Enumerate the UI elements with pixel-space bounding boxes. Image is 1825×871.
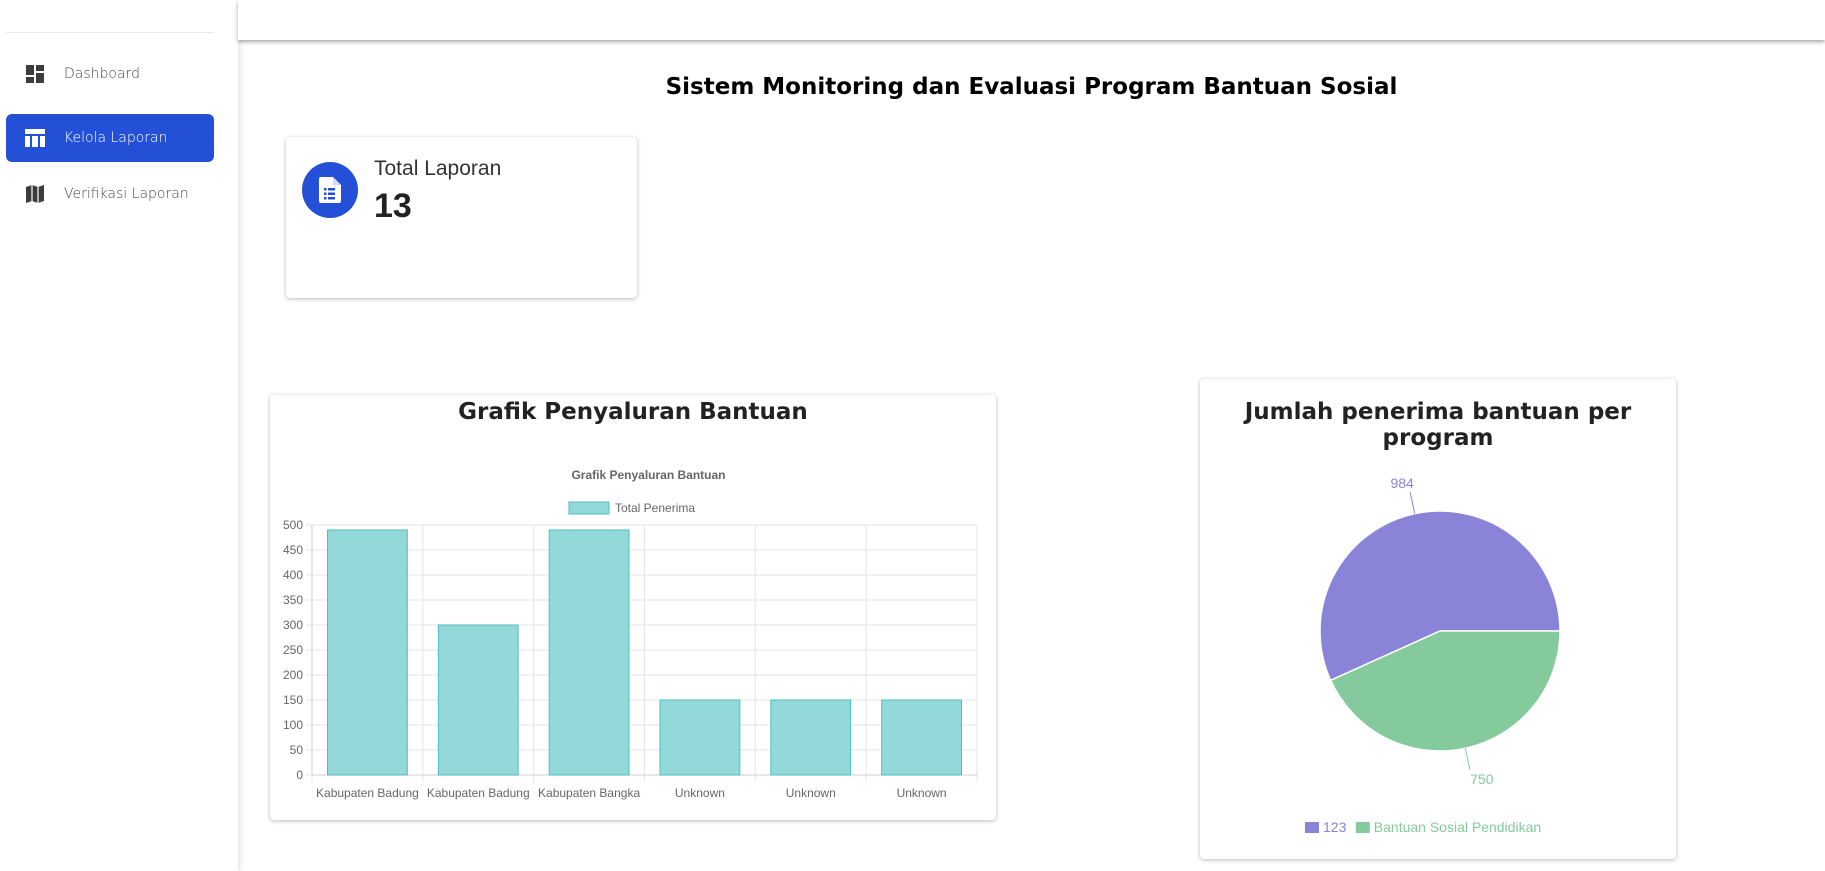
document-icon (302, 162, 358, 218)
y-tick-label: 0 (296, 768, 303, 782)
stat-label: Total Laporan (374, 157, 502, 180)
legend-label: Total Penerima (615, 501, 695, 515)
y-tick-label: 100 (283, 718, 303, 732)
y-tick-label: 50 (290, 743, 304, 757)
bar (327, 529, 408, 776)
top-app-bar (238, 0, 1825, 40)
leader-line (1464, 748, 1471, 770)
y-tick-label: 400 (283, 568, 303, 582)
pie-slice (1329, 630, 1561, 752)
bar (437, 624, 519, 776)
y-tick-label: 200 (283, 668, 303, 682)
pie-slice (1319, 510, 1561, 682)
sidebar-item-label: Verifikasi Laporan (64, 186, 189, 202)
legend-swatch (1355, 822, 1370, 833)
legend-label: Bantuan Sosial Pendidikan (1374, 819, 1541, 835)
y-tick-label: 500 (283, 518, 303, 532)
pie-chart: 984 750 123 Bantuan Sosial Pendidikan (1305, 475, 1561, 835)
legend-label: 123 (1323, 819, 1347, 835)
pie-card-title: Jumlah penerima bantuan per program (1244, 399, 1632, 451)
page-title: Sistem Monitoring dan Evaluasi Program B… (665, 74, 1398, 100)
y-tick-label: 250 (283, 643, 303, 657)
bar-card-title: Grafik Penyaluran Bantuan (458, 399, 808, 425)
bar (770, 699, 852, 776)
sidebar-item-dashboard[interactable]: Dashboard (6, 50, 214, 98)
x-tick-label: Unknown (786, 786, 836, 800)
pie-value-label: 984 (1390, 475, 1414, 491)
x-tick-label: Kabupaten Bangka (538, 786, 640, 800)
map-icon (24, 183, 46, 205)
sidebar-item-label: Kelola Laporan (64, 130, 168, 146)
y-tick-label: 150 (283, 693, 303, 707)
bar (881, 699, 962, 776)
legend-swatch (1305, 822, 1319, 833)
chart-title: Grafik Penyaluran Bantuan (571, 468, 725, 482)
x-tick-label: Unknown (675, 786, 725, 800)
x-tick-label: Kabupaten Badung (316, 786, 419, 800)
y-tick-label: 350 (283, 593, 303, 607)
sidebar: Dashboard Kelola Laporan Verifikasi Lapo… (0, 0, 238, 871)
x-tick-label: Kabupaten Badung (427, 786, 530, 800)
bar (659, 699, 741, 776)
bar-chart: Grafik Penyaluran Bantuan Total Penerima 0… (283, 468, 978, 800)
bar-chart-card: Grafik Penyaluran Bantuan Grafik Penyalu… (270, 395, 996, 820)
leader-line (1409, 492, 1416, 514)
dashboard-icon (24, 63, 46, 85)
legend-swatch (568, 501, 610, 515)
sidebar-divider (6, 32, 214, 33)
pie-chart-card: Jumlah penerima bantuan per program 984 7… (1200, 379, 1676, 859)
total-laporan-card: Total Laporan 13 (286, 137, 637, 298)
sidebar-item-label: Dashboard (64, 66, 140, 82)
y-tick-label: 450 (283, 543, 303, 557)
pie-value-label: 750 (1470, 771, 1494, 787)
y-tick-label: 300 (283, 618, 303, 632)
stat-value: 13 (374, 187, 412, 225)
sidebar-item-verifikasi-laporan[interactable]: Verifikasi Laporan (6, 170, 214, 218)
sidebar-item-kelola-laporan[interactable]: Kelola Laporan (6, 114, 214, 162)
table-icon (24, 127, 46, 149)
x-tick-label: Unknown (897, 786, 947, 800)
bar (548, 529, 630, 776)
